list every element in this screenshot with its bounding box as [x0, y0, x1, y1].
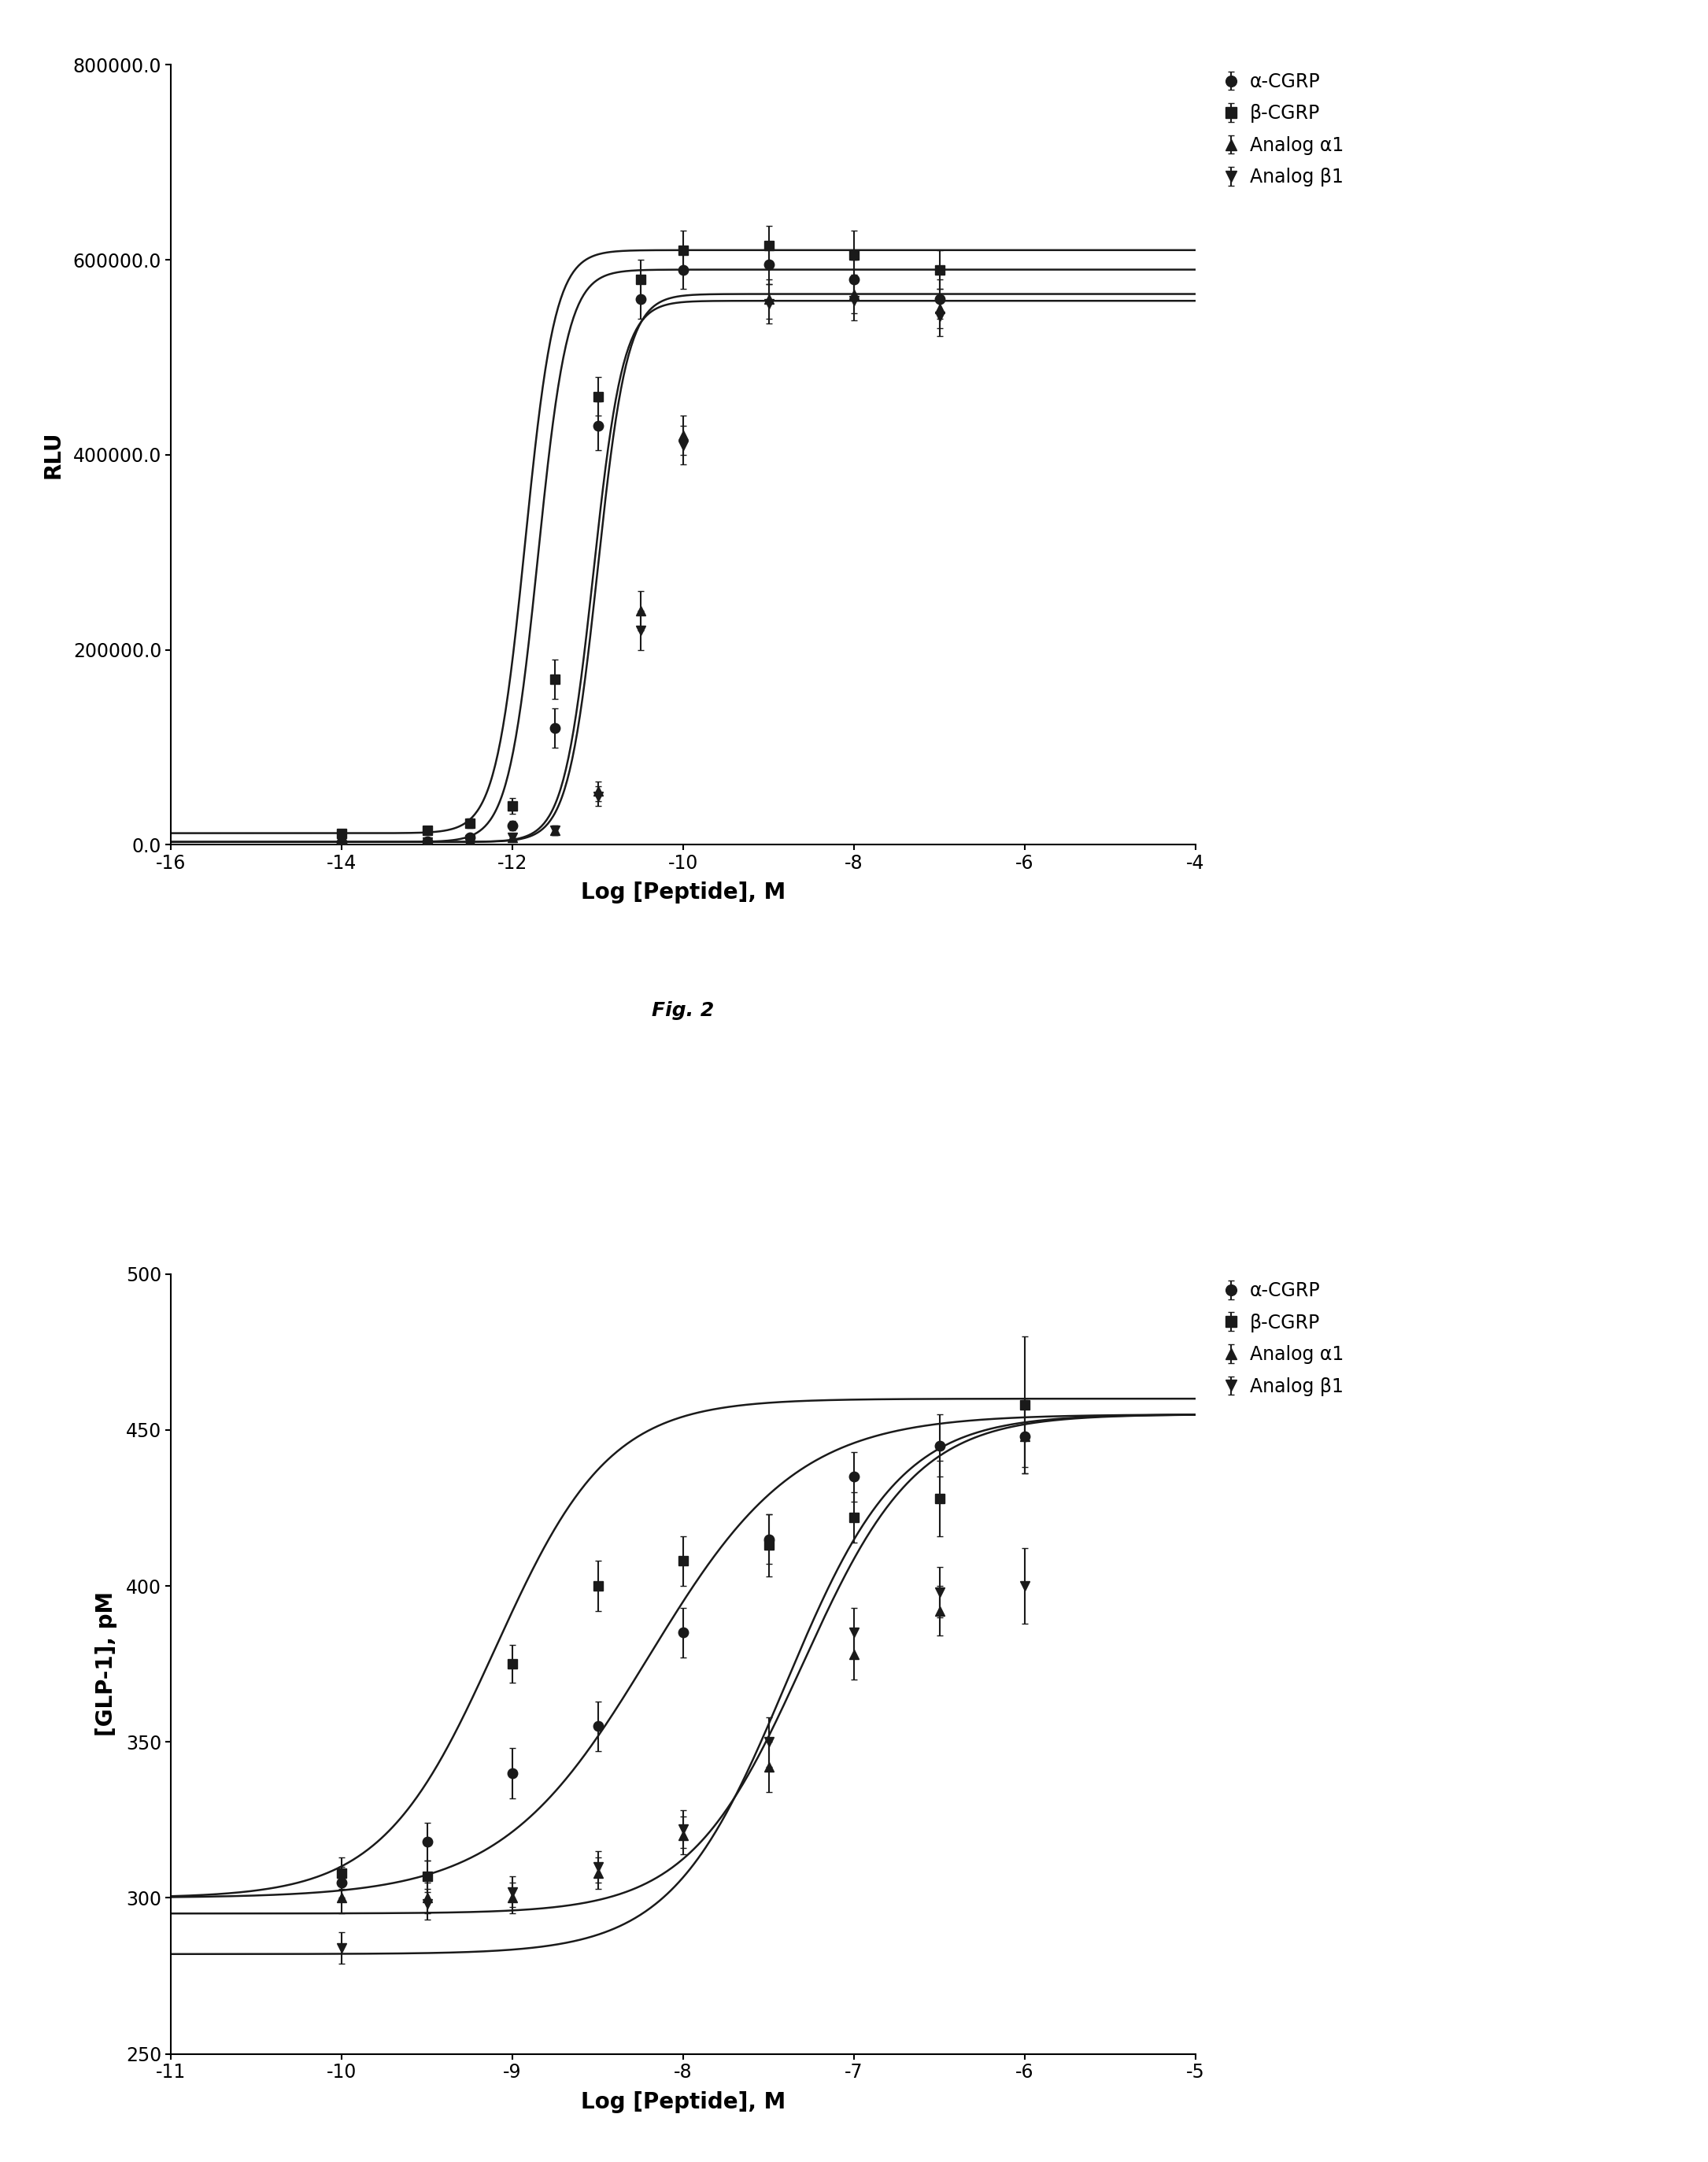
Text: Fig. 2: Fig. 2	[652, 1001, 714, 1020]
Y-axis label: [GLP-1], pM: [GLP-1], pM	[96, 1591, 118, 1736]
Legend: α-CGRP, β-CGRP, Analog α1, Analog β1: α-CGRP, β-CGRP, Analog α1, Analog β1	[1216, 1273, 1351, 1403]
X-axis label: Log [Peptide], M: Log [Peptide], M	[581, 2091, 786, 2112]
Y-axis label: RLU: RLU	[43, 430, 65, 478]
X-axis label: Log [Peptide], M: Log [Peptide], M	[581, 882, 786, 904]
Legend: α-CGRP, β-CGRP, Analog α1, Analog β1: α-CGRP, β-CGRP, Analog α1, Analog β1	[1216, 65, 1351, 195]
